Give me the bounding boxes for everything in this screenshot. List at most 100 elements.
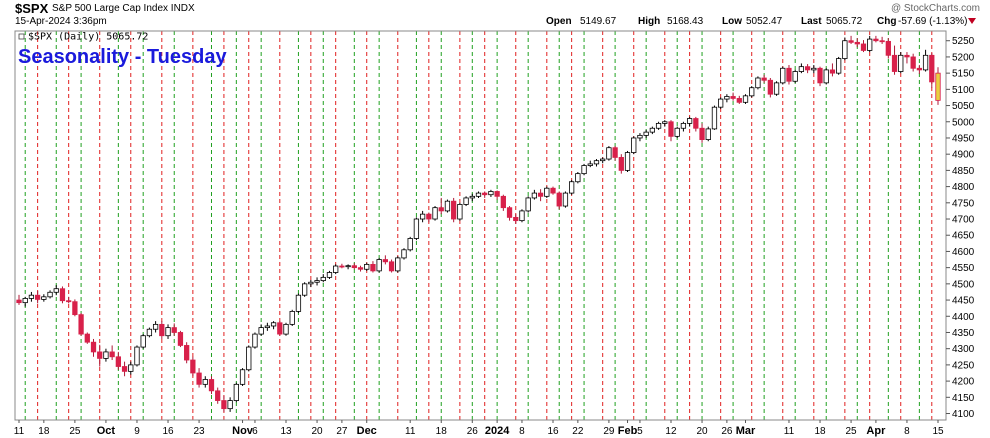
candle [246,345,252,372]
candle [53,285,59,296]
candle [252,332,258,349]
candle-body [699,127,705,140]
x-tick-label: 11 [405,426,416,437]
candle [97,344,103,367]
candle [879,36,885,44]
candle [357,265,364,272]
candle [531,189,538,200]
candle-body [811,67,817,71]
x-tick-label: 22 [572,426,584,437]
candle [196,368,202,388]
y-tick-label: 5250 [952,36,975,47]
candle [637,133,643,142]
candle-body [252,333,258,348]
candle-body [693,118,699,129]
last-value: 5065.72 [826,16,863,27]
candle [413,217,420,241]
candle [314,277,320,286]
candle [755,76,761,90]
candle [929,53,935,88]
candle-body [550,187,556,194]
candle-body [531,192,538,199]
candle-body [711,106,718,130]
candle-body [233,383,239,401]
candle-body [239,369,246,385]
candle [388,259,395,273]
candle-body [575,173,581,183]
candle [177,330,184,348]
candle [891,45,898,75]
candle [550,186,556,195]
candle-body [537,192,544,197]
candle-body [146,328,153,337]
candle-body [22,298,28,304]
candle [47,290,53,299]
candle-body [84,333,90,343]
candle [190,356,196,377]
candle-body [438,207,444,212]
chart-title: Seasonality - Tuesday [18,46,227,68]
candle [804,64,811,74]
candle-body [873,38,879,42]
candle [624,150,631,173]
candle-body [159,323,165,337]
candle-body [624,152,631,171]
candle-body [910,56,916,69]
candle [798,63,805,74]
x-tick-label: 8 [519,426,525,437]
candle [860,40,867,53]
candle-body [90,341,97,353]
candle [103,348,109,362]
candle-body [631,137,637,153]
candle-body [929,54,935,83]
candle-body [28,294,35,299]
y-tick-label: 4700 [952,215,975,226]
y-tick-label: 4750 [952,198,975,209]
candle-body [618,157,624,171]
candle-body [488,191,494,196]
candle-body [519,210,525,222]
candle-body [904,54,910,58]
candle [674,126,680,138]
candle [537,189,544,202]
candle [90,338,97,357]
x-tick-label: 25 [846,426,858,437]
x-tick-label: 16 [547,426,559,437]
x-tick-label: Nov [232,425,254,437]
candle [345,264,351,270]
candle [711,105,718,130]
candle-body [606,147,612,160]
candle-body [879,40,885,43]
candle-body [34,294,41,300]
candle [724,94,730,103]
candle-body [494,191,500,197]
candle-body [823,69,829,84]
candle [295,293,302,314]
candle-body [736,98,742,103]
x-tick-label: Apr [866,425,886,437]
high-label: High [638,16,661,27]
candle-body [215,390,221,401]
candle [904,52,910,64]
candle-body [227,400,233,410]
candle-body [780,67,786,84]
candle [562,191,569,208]
x-tick-label: 18 [814,426,826,437]
candle-body [506,207,513,218]
low-value: 5052.47 [746,16,783,27]
candle-body [165,327,171,337]
candle-body [47,291,53,298]
plot-frame [14,30,947,421]
candle [66,296,72,304]
candle [438,197,444,215]
candle-body [475,192,482,197]
candle [506,206,513,221]
candle-body [283,323,289,335]
candle-body [190,359,196,374]
candle-body [792,71,798,82]
candle [544,186,550,198]
candles [16,35,941,412]
candle-body [569,181,575,194]
candle-body [662,121,668,124]
